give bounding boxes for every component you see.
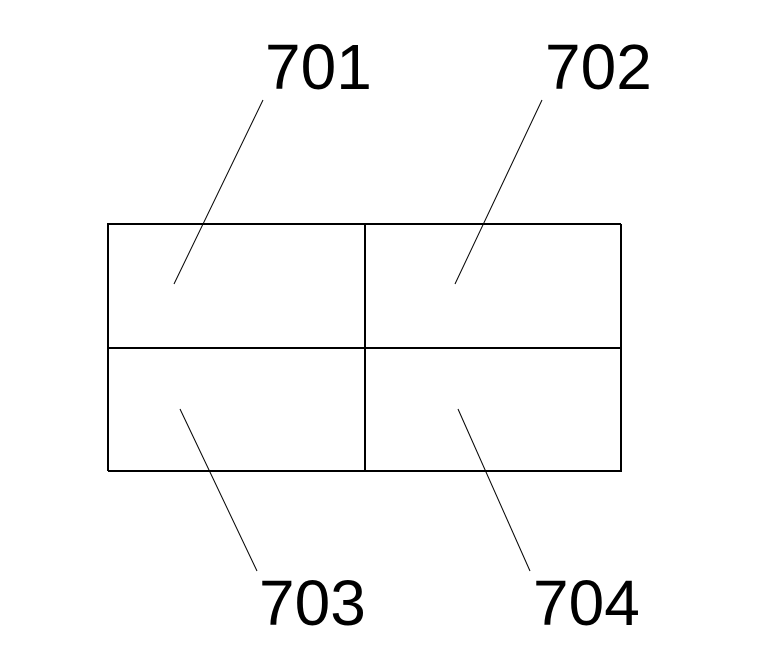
grid-2x2 — [107, 223, 621, 471]
label-703: 703 — [259, 566, 366, 640]
grid-cell-bottom-left — [108, 348, 365, 472]
grid-cell-bottom-right — [365, 348, 622, 472]
label-701: 701 — [265, 30, 372, 104]
grid-cell-top-right — [365, 224, 622, 348]
grid-cell-top-left — [108, 224, 365, 348]
label-702: 702 — [545, 30, 652, 104]
label-704: 704 — [533, 566, 640, 640]
